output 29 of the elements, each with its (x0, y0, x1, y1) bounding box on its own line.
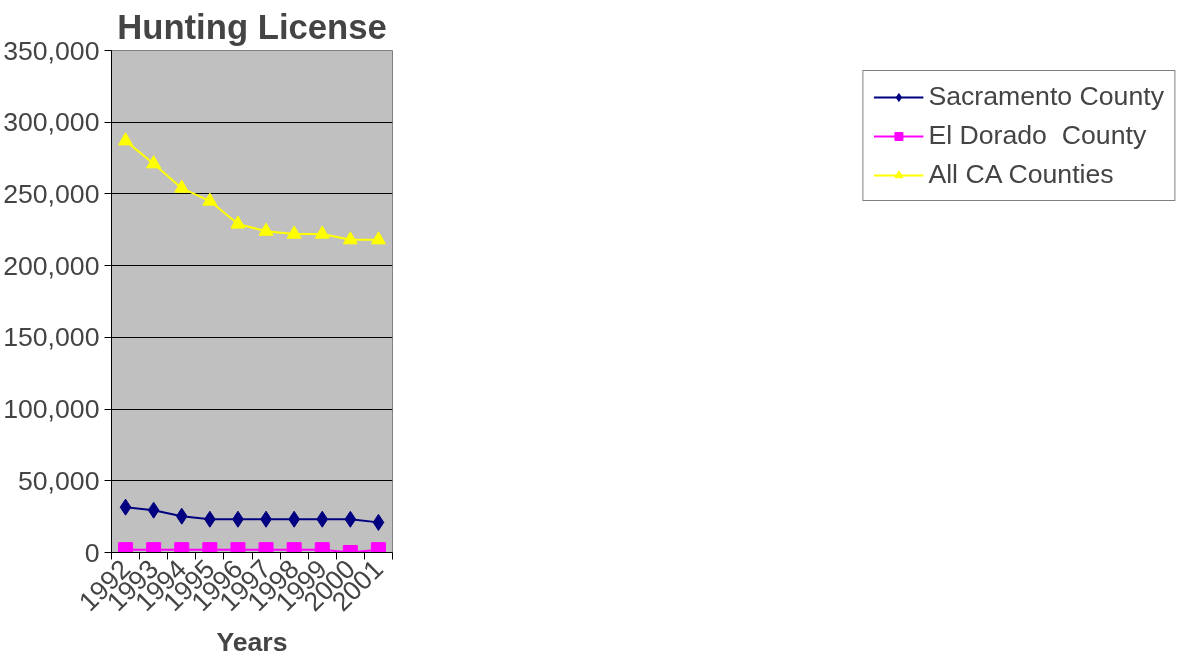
y-tick-label: 300,000 (3, 107, 100, 138)
point (370, 231, 386, 245)
y-tick-label: 150,000 (3, 322, 100, 353)
point (147, 501, 160, 519)
chart-title: Hunting License (117, 7, 387, 46)
point (314, 225, 330, 239)
y-tick-label: 350,000 (3, 35, 100, 66)
point (342, 231, 358, 245)
point (174, 179, 190, 193)
point (119, 498, 132, 516)
point (286, 225, 302, 239)
y-tick-label: 100,000 (3, 394, 100, 425)
point (372, 513, 385, 531)
point (118, 132, 134, 146)
point (202, 192, 218, 206)
point (175, 507, 188, 525)
point (344, 510, 357, 528)
point (258, 222, 274, 236)
point (146, 155, 162, 169)
point (316, 510, 329, 528)
y-tick-label: 200,000 (3, 250, 100, 281)
point (230, 215, 246, 229)
legend-label: All CA Counties (928, 159, 1114, 190)
y-tick-label: 250,000 (3, 178, 100, 209)
x-axis-title: Years (216, 627, 288, 658)
y-tick-label: 0 (84, 537, 100, 568)
y-tick-label: 50,000 (17, 465, 100, 496)
legend-label: Sacramento County (928, 81, 1164, 112)
legend-label: El Dorado County (928, 120, 1147, 151)
